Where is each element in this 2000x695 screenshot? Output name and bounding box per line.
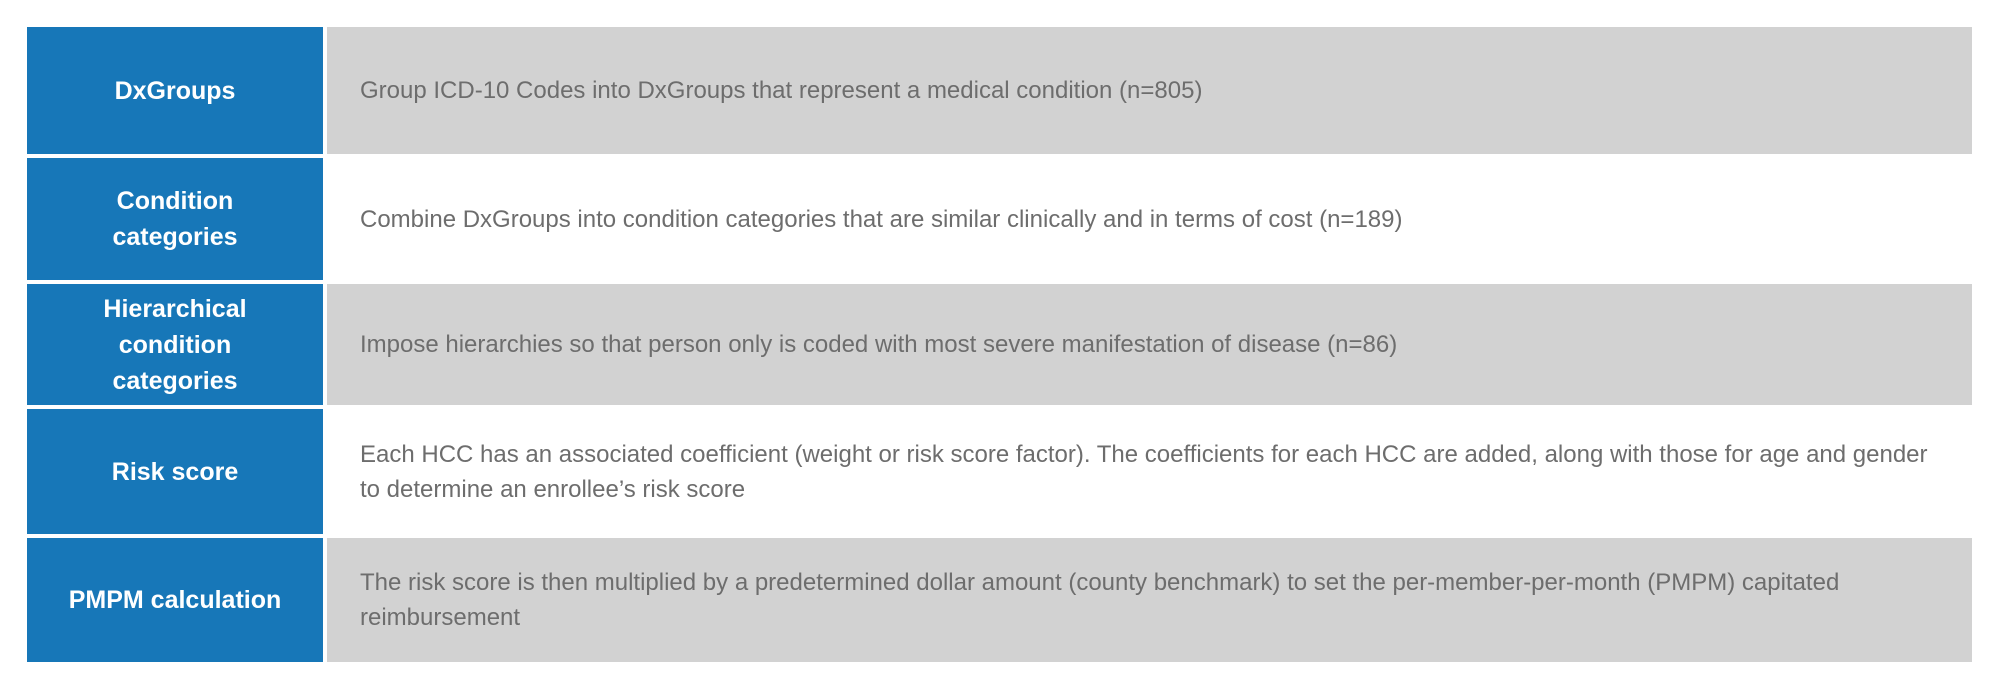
row-description-risk-score: Each HCC has an associated coefficient (… (327, 409, 1972, 534)
row-description-hierarchical-condition-categories: Impose hierarchies so that person only i… (327, 284, 1972, 405)
row-description-dxgroups: Group ICD-10 Codes into DxGroups that re… (327, 27, 1972, 154)
row-description-condition-categories: Combine DxGroups into condition categori… (327, 158, 1972, 280)
table-row: Condition categories Combine DxGroups in… (27, 158, 1972, 280)
row-label-risk-score: Risk score (27, 409, 323, 534)
row-description-pmpm-calculation: The risk score is then multiplied by a p… (327, 538, 1972, 662)
hcc-risk-adjustment-table: DxGroups Group ICD-10 Codes into DxGroup… (27, 27, 1972, 662)
table-row: Hierarchical condition categories Impose… (27, 284, 1972, 405)
row-label-hierarchical-condition-categories: Hierarchical condition categories (27, 284, 323, 405)
row-label-pmpm-calculation: PMPM calculation (27, 538, 323, 662)
row-label-condition-categories: Condition categories (27, 158, 323, 280)
table-row: PMPM calculation The risk score is then … (27, 538, 1972, 662)
row-label-dxgroups: DxGroups (27, 27, 323, 154)
table-row: Risk score Each HCC has an associated co… (27, 409, 1972, 534)
table-row: DxGroups Group ICD-10 Codes into DxGroup… (27, 27, 1972, 154)
